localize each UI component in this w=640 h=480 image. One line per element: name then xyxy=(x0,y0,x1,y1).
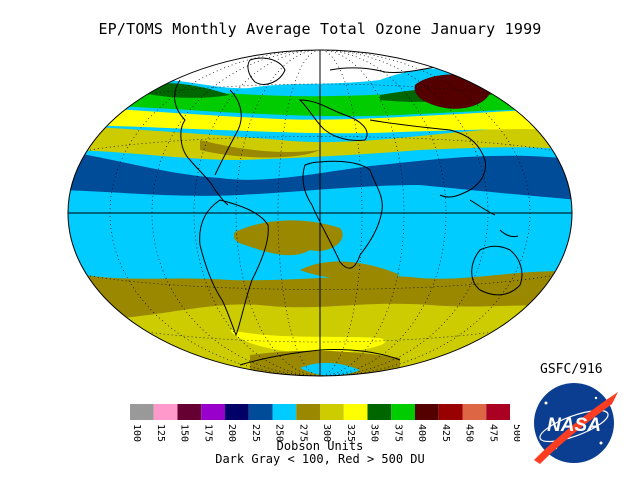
map-border xyxy=(67,49,573,377)
color-swatch xyxy=(415,404,439,420)
scale-tick-label: 425 xyxy=(440,424,451,442)
color-swatch xyxy=(391,404,415,420)
scale-tick-label: 375 xyxy=(392,424,403,442)
scale-tick-label: 150 xyxy=(179,424,190,442)
north-america-coast xyxy=(174,79,229,206)
color-swatch xyxy=(320,404,344,420)
color-swatch xyxy=(343,404,368,420)
north-yellow-band xyxy=(68,105,572,134)
scale-tick-label: 250 xyxy=(274,424,285,442)
scale-tick-label: 125 xyxy=(155,424,166,442)
color-swatch xyxy=(367,404,392,420)
color-scale: 100 125 150 175 200 225 250 275 300 325 350 375 400 4… xyxy=(130,404,520,442)
scale-tick-label: 175 xyxy=(202,424,213,442)
south-atlantic-olive xyxy=(300,261,400,280)
asia-coast xyxy=(369,119,487,198)
nasa-logo: NASA xyxy=(534,383,618,464)
color-swatch xyxy=(225,404,249,420)
africa-coast xyxy=(302,160,383,269)
scale-tick-label: 300 xyxy=(321,424,332,442)
scale-tick-label: 100 xyxy=(131,424,142,442)
antarctica-coast xyxy=(239,349,401,366)
north-dark-green-band xyxy=(140,83,230,98)
scale-tick-label: 400 xyxy=(416,424,427,442)
color-swatch xyxy=(296,404,320,420)
europe-coast xyxy=(298,99,368,141)
legend-range-note: Dark Gray < 100, Red > 500 DU xyxy=(215,452,425,466)
map-title: EP/TOMS Monthly Average Total Ozone Janu… xyxy=(98,20,542,38)
legend-units: Dobson Units Dark Gray < 100, Red > 500 … xyxy=(120,440,520,466)
tropical-olive-patch xyxy=(233,220,343,256)
color-swatch xyxy=(201,404,225,420)
nasa-logo-text: NASA xyxy=(547,415,601,436)
australia-coast xyxy=(471,245,523,296)
legend-unit-label: Dobson Units xyxy=(276,439,364,453)
scale-tick-label: 275 xyxy=(297,424,308,442)
color-swatch xyxy=(438,404,463,420)
color-swatch xyxy=(177,404,202,420)
scale-tick-label: 325 xyxy=(345,424,356,442)
scale-tick-label: 500 xyxy=(511,424,520,442)
greenland-coast xyxy=(247,57,286,85)
ozone-world-map xyxy=(67,49,573,377)
color-swatch xyxy=(462,404,487,420)
credit-label: GSFC/916 xyxy=(540,362,603,377)
coastlines xyxy=(174,57,523,366)
south-pole-blue xyxy=(300,362,360,376)
color-swatch xyxy=(248,404,273,420)
scale-tick-label: 225 xyxy=(250,424,261,442)
north-olive-dark xyxy=(200,140,320,158)
color-swatch xyxy=(130,404,154,420)
scale-tick-label: 475 xyxy=(487,424,498,442)
color-swatch xyxy=(486,404,510,420)
scale-tick-label: 200 xyxy=(226,424,237,442)
scale-tick-label: 350 xyxy=(369,424,380,442)
southern-yellow-band xyxy=(230,330,386,355)
south-america-coast xyxy=(199,199,269,337)
scale-tick-label: 450 xyxy=(464,424,475,442)
color-swatch xyxy=(153,404,178,420)
color-swatch xyxy=(272,404,297,420)
